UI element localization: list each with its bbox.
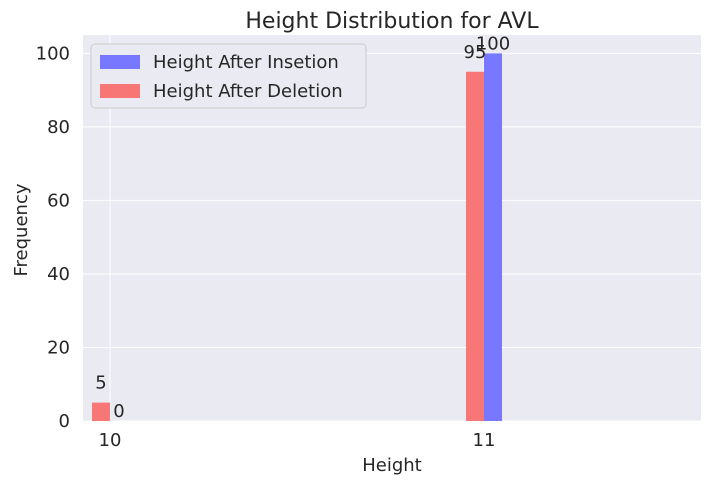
legend-swatch-insertion xyxy=(100,55,140,69)
bar xyxy=(466,71,484,421)
x-tick-label: 11 xyxy=(473,430,496,451)
x-axis-ticks: 10 11 xyxy=(99,430,496,451)
y-axis-ticks: 0 20 40 60 80 100 xyxy=(36,43,70,432)
legend-swatch-deletion xyxy=(100,84,140,98)
y-tick-label: 100 xyxy=(36,43,70,64)
legend-label-deletion: Height After Deletion xyxy=(153,81,343,102)
legend-box xyxy=(90,43,367,109)
bar-labels: 0 100 5 95 xyxy=(95,33,510,422)
bar-value-label: 5 xyxy=(95,373,106,394)
y-tick-label: 20 xyxy=(47,337,70,358)
bar-value-label: 100 xyxy=(476,33,510,54)
y-tick-label: 0 xyxy=(59,411,70,432)
x-tick-label: 10 xyxy=(99,430,122,451)
bar xyxy=(92,402,110,421)
y-tick-label: 40 xyxy=(47,264,70,285)
bar xyxy=(484,53,502,421)
legend-label-insertion: Height After Insetion xyxy=(153,52,339,73)
x-axis-label: Height xyxy=(362,455,422,476)
y-tick-label: 80 xyxy=(47,117,70,138)
chart-title: Height Distribution for AVL xyxy=(245,9,539,34)
bars xyxy=(92,53,502,421)
bar-value-label: 0 xyxy=(113,401,124,422)
legend: Height After Insetion Height After Delet… xyxy=(90,43,367,109)
y-axis-label: Frequency xyxy=(11,183,32,276)
y-tick-label: 60 xyxy=(47,190,70,211)
bar-value-label: 95 xyxy=(464,42,487,63)
